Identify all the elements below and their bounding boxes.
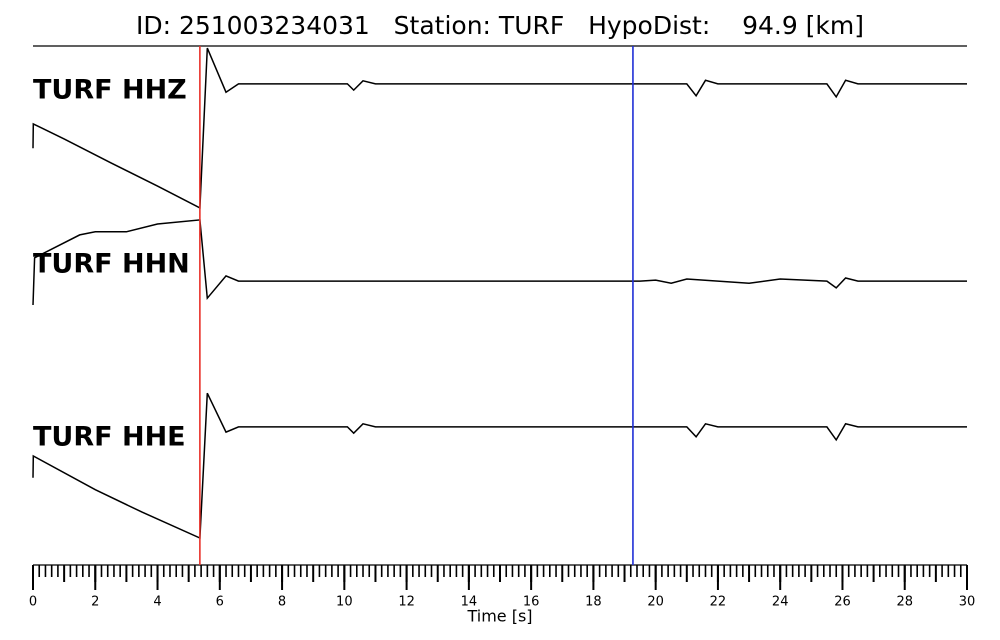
x-tick-label: 28	[896, 595, 913, 610]
waveform	[32, 219, 967, 306]
x-tick-label: 4	[153, 595, 161, 610]
trace-label: TURF HHN	[33, 249, 190, 280]
x-tick-label: 24	[772, 595, 789, 610]
x-tick-label: 2	[91, 595, 99, 610]
x-tick-label: 6	[216, 595, 224, 610]
x-tick-label: 14	[461, 595, 478, 610]
x-tick-label: 26	[834, 595, 851, 610]
waveform	[32, 392, 967, 540]
x-tick-label: 16	[523, 595, 540, 610]
x-tick-label: 8	[278, 595, 286, 610]
trace-label: TURF HHE	[33, 422, 186, 453]
x-tick-label: 22	[710, 595, 727, 610]
x-tick-label: 10	[336, 595, 353, 610]
x-tick-label: 0	[29, 595, 37, 610]
x-tick-label: 12	[398, 595, 415, 610]
trace-label: TURF HHZ	[33, 75, 187, 106]
x-tick-label: 20	[647, 595, 664, 610]
x-tick-label: 18	[585, 595, 602, 610]
x-tick-label: 30	[959, 595, 976, 610]
chart-title: ID: 251003234031 Station: TURF HypoDist:…	[136, 11, 864, 40]
x-axis-label: Time [s]	[466, 607, 532, 626]
waveform	[32, 47, 967, 210]
